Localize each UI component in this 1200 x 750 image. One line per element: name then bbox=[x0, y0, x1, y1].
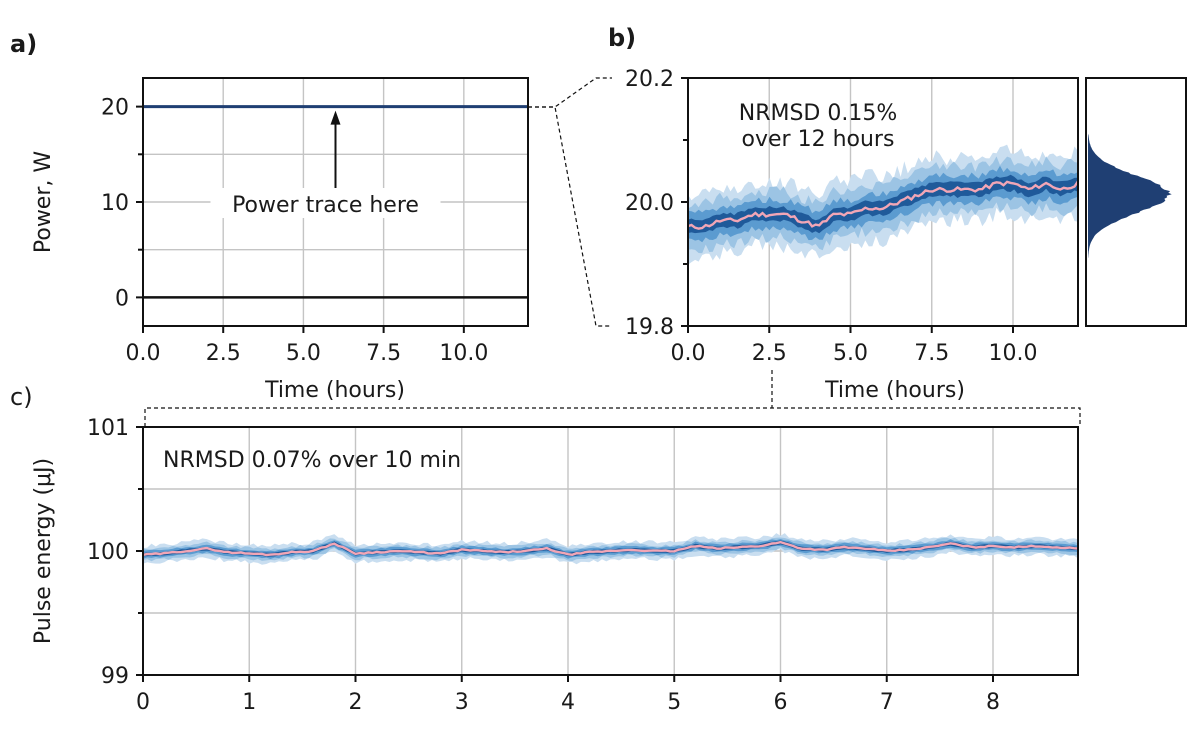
c-x-tick-label: 3 bbox=[455, 690, 469, 715]
b-x-tick-label: 5.0 bbox=[833, 341, 868, 366]
panel-c-chart: 0 1 2 3 4 5 6 7 8 99 100 101 Pulse energy (μJ) NRM… bbox=[31, 416, 1079, 715]
panel-c-ticks bbox=[136, 426, 994, 682]
panel-a-ticks bbox=[136, 105, 465, 333]
a-x-tick-label: 2.5 bbox=[206, 341, 241, 366]
panel-b-letter: b) bbox=[608, 24, 636, 52]
panel-c-annotation: NRMSD 0.07% over 10 min bbox=[163, 448, 461, 473]
panel-b-x-tick-labels: 0.0 2.5 5.0 7.5 10.0 bbox=[671, 341, 1038, 366]
zoom-connector-b-to-c bbox=[144, 407, 1081, 427]
panel-b-histogram-frame bbox=[1085, 77, 1187, 327]
c-x-tick-label: 5 bbox=[667, 690, 681, 715]
panel-b-annotation-line-1: NRMSD 0.15% bbox=[739, 101, 898, 126]
panel-a-chart: 0.0 2.5 5.0 7.5 10.0 0 10 20 Time (hours) Powe… bbox=[31, 77, 529, 403]
a-x-tick-label: 5.0 bbox=[286, 341, 321, 366]
panel-b-chart: 0.0 2.5 5.0 7.5 10.0 19.8 20.0 20.2 Time (hour… bbox=[625, 67, 1187, 403]
a-x-tick-label: 0.0 bbox=[126, 341, 161, 366]
panel-b-annotation-line-2: over 12 hours bbox=[742, 127, 895, 152]
panel-b-x-axis-label: Time (hours) bbox=[824, 378, 965, 403]
zoom-connector-a-to-b-bottom bbox=[528, 106, 612, 327]
b-x-tick-label: 2.5 bbox=[752, 341, 787, 366]
panel-c-letter: c) bbox=[10, 383, 33, 411]
b-x-tick-label: 7.5 bbox=[914, 341, 949, 366]
panel-a-annotation-background bbox=[210, 188, 441, 218]
c-x-tick-label: 2 bbox=[349, 690, 363, 715]
panel-a-x-tick-labels: 0.0 2.5 5.0 7.5 10.0 bbox=[126, 341, 489, 366]
c-y-tick-label: 99 bbox=[101, 664, 129, 689]
a-y-tick-label: 20 bbox=[101, 96, 129, 121]
b-y-tick-label: 19.8 bbox=[625, 315, 674, 340]
panel-c-x-tick-labels: 0 1 2 3 4 5 6 7 8 bbox=[136, 690, 1000, 715]
panel-b-y-tick-labels: 19.8 20.0 20.2 bbox=[625, 67, 674, 340]
c-x-tick-label: 6 bbox=[774, 690, 788, 715]
b-x-tick-label: 0.0 bbox=[671, 341, 706, 366]
c-x-tick-label: 1 bbox=[242, 690, 256, 715]
a-y-tick-label: 10 bbox=[101, 191, 129, 216]
c-x-tick-label: 8 bbox=[986, 690, 1000, 715]
panel-a-x-axis-label: Time (hours) bbox=[264, 378, 405, 403]
panel-c-series bbox=[142, 540, 1079, 557]
panel-a-y-axis-label: Power, W bbox=[31, 151, 56, 254]
c-y-tick-label: 100 bbox=[87, 540, 129, 565]
panel-a-letter: a) bbox=[10, 30, 37, 58]
b-y-tick-label: 20.0 bbox=[625, 191, 674, 216]
c-mean-line bbox=[142, 540, 1079, 557]
panel-a-annotation: Power trace here bbox=[232, 193, 419, 218]
a-x-tick-label: 10.0 bbox=[439, 341, 488, 366]
b-mean-line bbox=[687, 180, 1079, 230]
panel-c-bands bbox=[143, 533, 1078, 565]
panel-b-histogram bbox=[1088, 133, 1172, 258]
panel-b-ticks bbox=[681, 77, 1014, 333]
c-x-tick-label: 7 bbox=[880, 690, 894, 715]
c-y-tick-label: 101 bbox=[87, 416, 129, 441]
c-x-tick-label: 0 bbox=[136, 690, 150, 715]
panel-a-annotation-arrowhead bbox=[330, 110, 341, 125]
panel-c-y-tick-labels: 99 100 101 bbox=[87, 416, 129, 689]
panel-c-y-axis-label: Pulse energy (μJ) bbox=[31, 458, 56, 644]
panel-a-y-tick-labels: 0 10 20 bbox=[101, 96, 129, 312]
c-x-tick-label: 4 bbox=[561, 690, 575, 715]
b-y-tick-label: 20.2 bbox=[625, 67, 674, 92]
a-x-tick-label: 7.5 bbox=[366, 341, 401, 366]
a-y-tick-label: 0 bbox=[115, 286, 129, 311]
b-x-tick-label: 10.0 bbox=[989, 341, 1038, 366]
panel-b-bands bbox=[688, 144, 1078, 265]
panel-a-series bbox=[143, 105, 528, 299]
zoom-connector-a-to-b-top bbox=[528, 77, 612, 108]
panel-b-series bbox=[687, 180, 1079, 230]
